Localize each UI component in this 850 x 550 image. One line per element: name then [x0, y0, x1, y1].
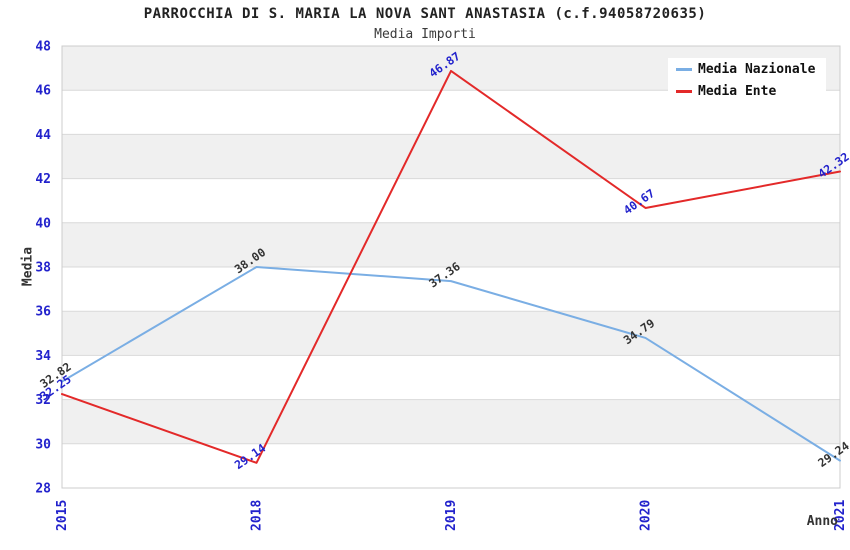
legend: Media Nazionale Media Ente — [668, 58, 826, 102]
legend-item-media-ente: Media Ente — [676, 84, 826, 99]
y-tick-label: 36 — [35, 305, 51, 320]
series-line-media-ente — [61, 69, 841, 464]
plot-band — [62, 399, 840, 444]
y-tick-label: 44 — [35, 128, 51, 143]
legend-item-media-nazionale: Media Nazionale — [676, 62, 826, 77]
chart-subtitle: Media Importi — [374, 27, 476, 42]
y-tick-label: 46 — [35, 84, 51, 99]
y-tick-label: 28 — [35, 482, 51, 497]
y-tick-label: 38 — [35, 261, 51, 276]
y-tick-label: 42 — [35, 172, 51, 187]
legend-label-media-nazionale: Media Nazionale — [698, 61, 816, 77]
x-tick-label: 2019 — [444, 500, 459, 531]
x-tick-label: 2018 — [250, 500, 265, 531]
legend-swatch-media-ente — [676, 89, 692, 93]
plot-band — [62, 134, 840, 179]
legend-label-media-ente: Media Ente — [698, 83, 777, 99]
value-label: 29.14 — [232, 441, 268, 472]
y-tick-label: 32 — [35, 393, 51, 408]
y-tick-label: 30 — [35, 437, 51, 452]
x-tick-label: 2020 — [639, 500, 654, 531]
y-tick-label: 40 — [35, 216, 51, 231]
x-tick-label: 2015 — [55, 500, 70, 531]
plot-band — [62, 311, 840, 356]
legend-swatch-media-nazionale — [676, 67, 692, 71]
y-tick-label: 48 — [35, 40, 51, 55]
plot-band — [62, 222, 840, 267]
y-tick-label: 34 — [35, 349, 51, 364]
value-label: 40.67 — [621, 186, 657, 217]
y-axis-title: Media — [20, 246, 36, 287]
series-line-media-nazionale — [61, 266, 841, 462]
x-axis-title: Anno — [806, 514, 838, 529]
x-tick-label: 2021 — [833, 500, 848, 531]
plot-border — [61, 45, 841, 489]
chart-title: PARROCCHIA DI S. MARIA LA NOVA SANT ANAS… — [143, 6, 707, 22]
